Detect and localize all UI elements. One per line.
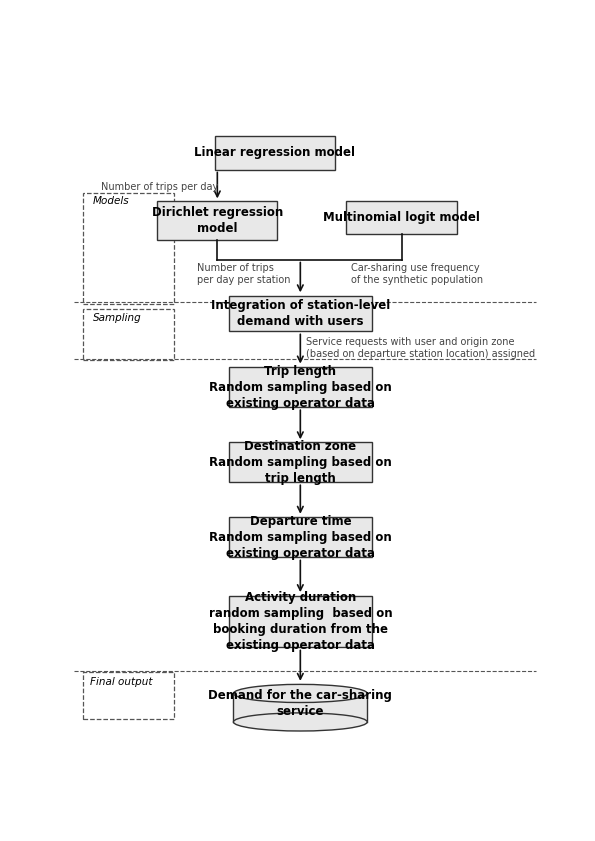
Text: Final output: Final output [90,677,152,687]
FancyBboxPatch shape [229,517,372,558]
Bar [83,672,174,719]
Text: Number of trips
per day per station: Number of trips per day per station [196,263,290,285]
FancyBboxPatch shape [346,201,457,235]
Text: Car-sharing use frequency
of the synthetic population: Car-sharing use frequency of the synthet… [351,263,483,285]
Bar [83,193,174,304]
Text: Linear regression model: Linear regression model [195,146,355,159]
Ellipse shape [233,713,367,731]
Text: Destination zone
Random sampling based on
trip length: Destination zone Random sampling based o… [209,440,392,484]
Text: Sampling: Sampling [93,313,142,323]
Ellipse shape [233,685,367,702]
FancyBboxPatch shape [229,367,372,407]
FancyBboxPatch shape [215,136,335,170]
FancyBboxPatch shape [229,295,372,331]
Text: Models: Models [93,196,130,206]
Text: Dirichlet regression
model: Dirichlet regression model [152,206,283,235]
Text: Integration of station-level
demand with users: Integration of station-level demand with… [211,299,390,328]
FancyBboxPatch shape [229,595,372,648]
Text: Activity duration
random sampling  based on
booking duration from the
existing o: Activity duration random sampling based … [208,591,392,652]
Text: Demand for the car-sharing
service: Demand for the car-sharing service [208,689,392,717]
FancyBboxPatch shape [229,442,372,483]
FancyBboxPatch shape [157,201,277,241]
Text: Number of trips per day: Number of trips per day [101,182,218,192]
Text: Service requests with user and origin zone
(based on departure station location): Service requests with user and origin zo… [306,336,535,359]
Text: Multinomial logit model: Multinomial logit model [323,211,480,224]
Bar [83,309,174,360]
Bar [233,694,367,722]
Text: Departure time
Random sampling based on
existing operator data: Departure time Random sampling based on … [209,515,392,560]
Text: Trip length
Random sampling based on
existing operator data: Trip length Random sampling based on exi… [209,365,392,410]
